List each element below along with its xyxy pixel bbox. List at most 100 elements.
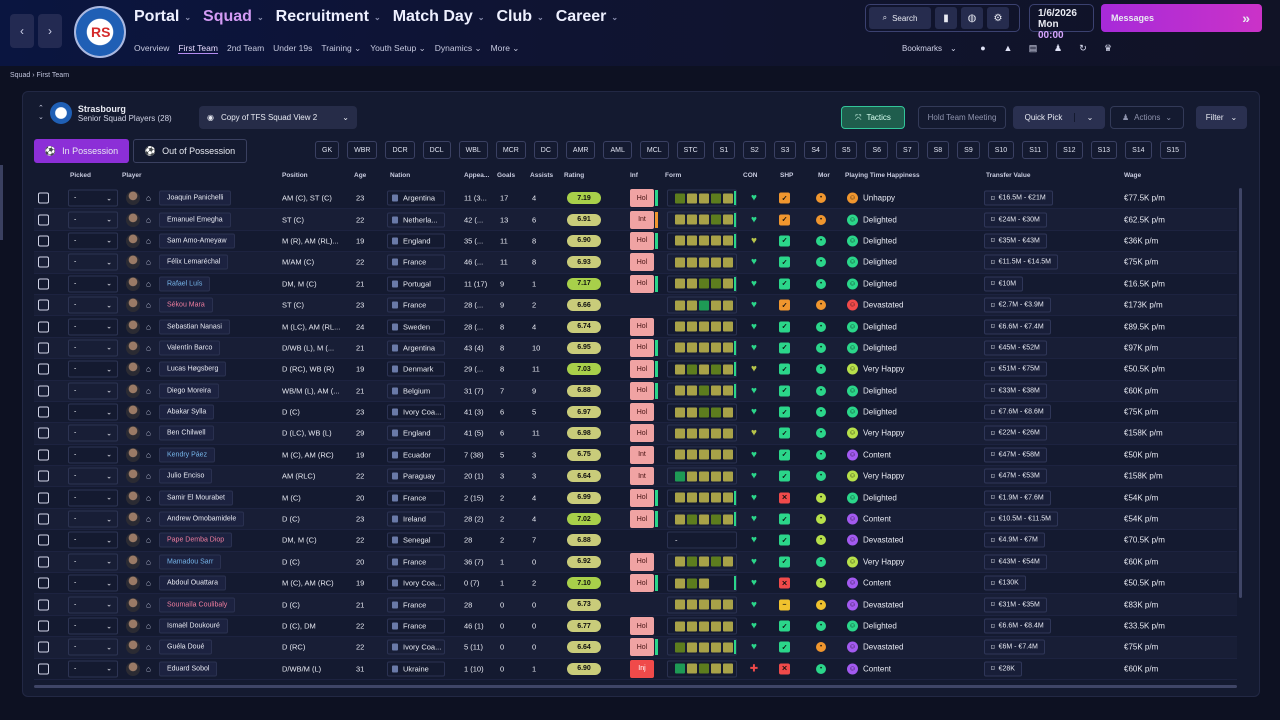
role-wbr[interactable]: WBR: [347, 141, 378, 159]
club-switch-arrows[interactable]: ⌃ ⌄: [38, 105, 44, 121]
table-row[interactable]: - ⌄ ⌂ Sebastian Nanasi M (LC), AM (RL... 24 Sw…: [34, 316, 1237, 338]
role-aml[interactable]: AML: [603, 141, 632, 159]
player-nation[interactable]: England: [387, 425, 445, 441]
player-nation[interactable]: France: [387, 618, 445, 634]
back-button[interactable]: ‹: [10, 14, 34, 48]
player-nation[interactable]: Netherla...: [387, 212, 445, 228]
player-nation[interactable]: France: [387, 554, 445, 570]
col-picked[interactable]: Picked: [70, 172, 91, 179]
role-dcr[interactable]: DCR: [385, 141, 415, 159]
filter-button[interactable]: Filter ⌄: [1196, 106, 1247, 129]
select-checkbox[interactable]: [38, 342, 49, 354]
role-s14[interactable]: S14: [1125, 141, 1152, 159]
player-info-icon[interactable]: ⌂: [146, 664, 151, 674]
player-name[interactable]: Rafael Luís: [159, 276, 211, 292]
breadcrumb-first-team[interactable]: First Team: [36, 72, 70, 79]
picked-select[interactable]: - ⌄: [68, 339, 118, 357]
table-row[interactable]: - ⌄ ⌂ Eduard Sobol D/WB/M (L) 31 Ukraine 1 (10)…: [34, 659, 1237, 680]
role-mcr[interactable]: MCR: [495, 141, 526, 159]
player-name[interactable]: Sebastian Nanasi: [159, 319, 230, 335]
picked-select[interactable]: - ⌄: [68, 638, 118, 656]
role-dcl[interactable]: DCL: [422, 141, 451, 159]
picked-select[interactable]: - ⌄: [68, 253, 118, 271]
subnav-item[interactable]: Training ⌄: [321, 43, 362, 53]
player-name[interactable]: Kendry Páez: [159, 447, 216, 463]
table-row[interactable]: - ⌄ ⌂ Lucas Høgsberg D (RC), WB (R) 19 Denmark…: [34, 359, 1237, 381]
picked-select[interactable]: - ⌄: [68, 489, 118, 507]
role-dc[interactable]: DC: [533, 141, 558, 159]
player-nation[interactable]: France: [387, 297, 445, 313]
select-checkbox[interactable]: [38, 363, 49, 375]
picked-select[interactable]: - ⌄: [68, 467, 118, 485]
subnav-item[interactable]: Youth Setup ⌄: [370, 43, 426, 53]
picked-select[interactable]: - ⌄: [68, 318, 118, 336]
player-info-icon[interactable]: ⌂: [146, 322, 151, 332]
col-wage[interactable]: Wage: [1124, 172, 1142, 179]
breadcrumb-squad[interactable]: Squad: [10, 72, 31, 79]
transfer-value[interactable]: ⌑ €2.7M - €3.9M: [984, 297, 1051, 313]
player-info-icon[interactable]: ⌂: [146, 514, 151, 524]
col-position[interactable]: Position: [282, 172, 308, 179]
transfer-value[interactable]: ⌑ €35M - €43M: [984, 233, 1047, 249]
role-s2[interactable]: S2: [743, 141, 766, 159]
transfer-value[interactable]: ⌑ €4.9M - €7M: [984, 532, 1045, 548]
transfer-value[interactable]: ⌑ €47M - €53M: [984, 468, 1047, 484]
role-s3[interactable]: S3: [773, 141, 797, 159]
player-nation[interactable]: Senegal: [387, 532, 445, 548]
role-wbl[interactable]: WBL: [458, 141, 488, 159]
col-form[interactable]: Form: [665, 172, 682, 179]
player-nation[interactable]: Argentina: [387, 190, 445, 206]
nav-match-day[interactable]: Match Day ⌄: [393, 8, 485, 26]
table-row[interactable]: - ⌄ ⌂ Ismaël Doukouré D (C), DM 22 France 46 (1…: [34, 616, 1237, 638]
picked-select[interactable]: - ⌄: [68, 617, 118, 635]
select-checkbox[interactable]: [38, 299, 49, 311]
player-name[interactable]: Diego Moreira: [159, 383, 219, 399]
role-s9[interactable]: S9: [957, 141, 980, 159]
player-info-icon[interactable]: ⌂: [146, 257, 151, 267]
quick-pick-button[interactable]: Quick Pick ⌄: [1013, 106, 1105, 129]
player-name[interactable]: Sékou Mara: [159, 297, 213, 313]
player-nation[interactable]: Ecuador: [387, 447, 445, 463]
player-info-icon[interactable]: ⌂: [146, 236, 151, 246]
player-name[interactable]: Félix Lemaréchal: [159, 254, 229, 270]
player-nation[interactable]: Ireland: [387, 511, 445, 527]
player-info-icon[interactable]: ⌂: [146, 450, 151, 460]
table-row[interactable]: - ⌄ ⌂ Joaquin Panichelli AM (C), ST (C) 23 Arg…: [34, 188, 1237, 210]
nav-club[interactable]: Club ⌄: [496, 8, 543, 26]
player-name[interactable]: Sam Amo-Ameyaw: [159, 233, 235, 249]
select-checkbox[interactable]: [38, 556, 49, 568]
table-row[interactable]: - ⌄ ⌂ Abdoul Ouattara M (C), AM (RC) 19 Ivory …: [34, 573, 1237, 595]
player-nation[interactable]: France: [387, 597, 445, 613]
messages-button[interactable]: Messages »: [1101, 4, 1262, 32]
transfer-value[interactable]: ⌑ €6.6M - €8.4M: [984, 618, 1051, 634]
table-row[interactable]: - ⌄ ⌂ Rafael Luís DM, M (C) 21 Portugal 11 (17)…: [34, 274, 1237, 295]
role-gk[interactable]: GK: [315, 141, 340, 159]
role-mcl[interactable]: MCL: [639, 141, 669, 159]
col-rating[interactable]: Rating: [564, 172, 585, 179]
role-s6[interactable]: S6: [865, 141, 889, 159]
nav-squad[interactable]: Squad ⌄: [203, 8, 264, 26]
subnav-item[interactable]: More ⌄: [490, 43, 520, 53]
player-nation[interactable]: Argentina: [387, 340, 445, 356]
select-checkbox[interactable]: [38, 641, 49, 653]
role-s10[interactable]: S10: [987, 141, 1015, 159]
subnav-item[interactable]: Dynamics ⌄: [434, 43, 482, 53]
col-con[interactable]: CON: [743, 172, 758, 179]
role-s1[interactable]: S1: [712, 141, 736, 159]
table-row[interactable]: - ⌄ ⌂ Mamadou Sarr D (C) 20 France 36 (7) 1 0 6.92…: [34, 551, 1237, 574]
actions-button[interactable]: ♟ Actions ⌄: [1110, 106, 1184, 129]
col-mor[interactable]: Mor: [818, 172, 830, 179]
transfer-value[interactable]: ⌑ €16.5M - €21M: [984, 190, 1053, 206]
player-name[interactable]: Julio Enciso: [159, 468, 213, 484]
col-player[interactable]: Player: [122, 172, 142, 179]
bookmark-icon[interactable]: ▮: [935, 7, 957, 29]
transfer-value[interactable]: ⌑ €10M: [984, 276, 1024, 292]
select-checkbox[interactable]: [38, 470, 49, 482]
player-nation[interactable]: Ukraine: [387, 661, 445, 677]
player-info-icon[interactable]: ⌂: [146, 386, 151, 396]
role-stc[interactable]: STC: [676, 141, 705, 159]
select-checkbox[interactable]: [38, 427, 49, 439]
role-s7[interactable]: S7: [896, 141, 919, 159]
select-checkbox[interactable]: [38, 321, 49, 333]
picked-select[interactable]: - ⌄: [68, 403, 118, 421]
